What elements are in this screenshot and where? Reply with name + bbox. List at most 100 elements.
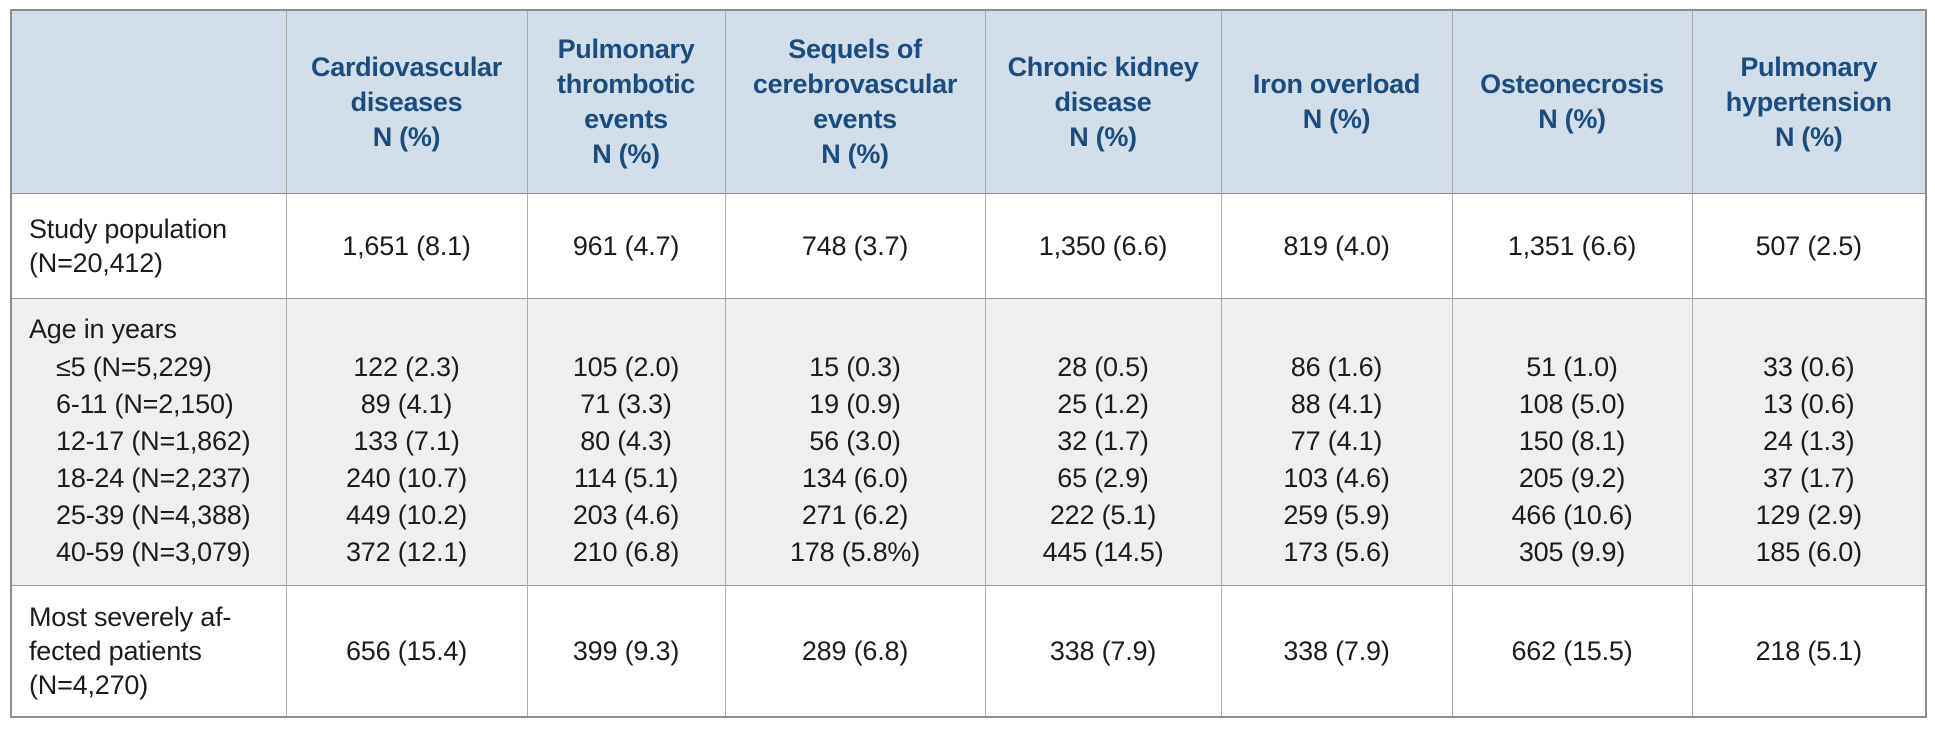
row-label-most-severely-affected: Most severely af- fected patients (N=4,2… [10,585,287,717]
age-row-25-39: 25-39 (N=4,388) 449 (10.2) 203 (4.6) 271… [10,497,1927,534]
value-cell: 240 (10.7) [285,460,528,497]
value-cell: 178 (5.8%) [724,534,986,571]
value-cell: 33 (0.6) [1691,349,1927,386]
study-population-section: Study population (N=20,412) 1,651 (8.1) … [10,193,1927,299]
value-cell: 466 (10.6) [1451,497,1693,534]
most-severely-affected-section: Most severely af- fected patients (N=4,2… [10,585,1927,717]
value-cell: 80 (4.3) [526,423,726,460]
value-cell: 289 (6.8) [724,585,986,717]
value-cell: 449 (10.2) [285,497,528,534]
empty-cell [724,571,986,586]
value-cell: 819 (4.0) [1220,193,1453,299]
value-cell: 89 (4.1) [285,386,528,423]
header-cell-sequels-of-cerebrovascular-events: Sequels of cerebrovascular events N (%) [724,10,986,194]
value-cell: 114 (5.1) [526,460,726,497]
value-cell: 150 (8.1) [1451,423,1693,460]
empty-cell [526,298,726,349]
value-cell: 37 (1.7) [1691,460,1927,497]
value-cell: 32 (1.7) [984,423,1222,460]
value-cell: 15 (0.3) [724,349,986,386]
age-row-12-17: 12-17 (N=1,862) 133 (7.1) 80 (4.3) 56 (3… [10,423,1927,460]
value-cell: 662 (15.5) [1451,585,1693,717]
value-cell: 961 (4.7) [526,193,726,299]
empty-cell [285,571,528,586]
age-row-18-24: 18-24 (N=2,237) 240 (10.7) 114 (5.1) 134… [10,460,1927,497]
value-cell: 399 (9.3) [526,585,726,717]
row-label-age-in-years: Age in years [10,298,287,349]
empty-cell [526,571,726,586]
age-row-40-59: 40-59 (N=3,079) 372 (12.1) 210 (6.8) 178… [10,534,1927,571]
value-cell: 28 (0.5) [984,349,1222,386]
row-label-age-12-17: 12-17 (N=1,862) [10,423,287,460]
value-cell: 108 (5.0) [1451,386,1693,423]
value-cell: 271 (6.2) [724,497,986,534]
value-cell: 305 (9.9) [1451,534,1693,571]
empty-cell [1691,571,1927,586]
value-cell: 259 (5.9) [1220,497,1453,534]
value-cell: 222 (5.1) [984,497,1222,534]
table-header: Cardiovascular diseases N (%) Pulmonary … [10,10,1927,194]
header-cell-iron-overload: Iron overload N (%) [1220,10,1453,194]
value-cell: 19 (0.9) [724,386,986,423]
age-in-years-section: Age in years ≤5 (N=5,229) 122 (2.3) 105 … [10,298,1927,586]
header-cell-pulmonary-hypertension: Pulmonary hypertension N (%) [1691,10,1927,194]
value-cell: 1,350 (6.6) [984,193,1222,299]
age-row-6-11: 6-11 (N=2,150) 89 (4.1) 71 (3.3) 19 (0.9… [10,386,1927,423]
value-cell: 13 (0.6) [1691,386,1927,423]
value-cell: 205 (9.2) [1451,460,1693,497]
header-cell-empty [10,10,287,194]
comorbidity-prevalence-table: Cardiovascular diseases N (%) Pulmonary … [10,9,1927,718]
value-cell: 748 (3.7) [724,193,986,299]
empty-cell [285,298,528,349]
value-cell: 218 (5.1) [1691,585,1927,717]
value-cell: 338 (7.9) [984,585,1222,717]
age-section-heading-row: Age in years [10,298,1927,349]
study-population-row: Study population (N=20,412) 1,651 (8.1) … [10,193,1927,299]
value-cell: 656 (15.4) [285,585,528,717]
most-severely-affected-row: Most severely af- fected patients (N=4,2… [10,585,1927,717]
row-label-age-le5: ≤5 (N=5,229) [10,349,287,386]
row-label-age-40-59: 40-59 (N=3,079) [10,534,287,571]
header-cell-pulmonary-thrombotic-events: Pulmonary thrombotic events N (%) [526,10,726,194]
value-cell: 51 (1.0) [1451,349,1693,386]
value-cell: 86 (1.6) [1220,349,1453,386]
value-cell: 1,351 (6.6) [1451,193,1693,299]
empty-cell [984,298,1222,349]
row-label-age-18-24: 18-24 (N=2,237) [10,460,287,497]
value-cell: 338 (7.9) [1220,585,1453,717]
value-cell: 507 (2.5) [1691,193,1927,299]
row-label-study-population: Study population (N=20,412) [10,193,287,299]
value-cell: 445 (14.5) [984,534,1222,571]
value-cell: 25 (1.2) [984,386,1222,423]
value-cell: 129 (2.9) [1691,497,1927,534]
value-cell: 1,651 (8.1) [285,193,528,299]
value-cell: 173 (5.6) [1220,534,1453,571]
empty-cell [1691,298,1927,349]
header-row: Cardiovascular diseases N (%) Pulmonary … [10,10,1927,194]
age-row-le5: ≤5 (N=5,229) 122 (2.3) 105 (2.0) 15 (0.3… [10,349,1927,386]
header-cell-chronic-kidney-disease: Chronic kidney disease N (%) [984,10,1222,194]
header-cell-osteonecrosis: Osteonecrosis N (%) [1451,10,1693,194]
header-cell-cardiovascular-diseases: Cardiovascular diseases N (%) [285,10,528,194]
row-label-age-25-39: 25-39 (N=4,388) [10,497,287,534]
empty-cell [984,571,1222,586]
empty-cell [1220,571,1453,586]
empty-cell [1220,298,1453,349]
empty-cell [724,298,986,349]
empty-cell [1451,571,1693,586]
value-cell: 133 (7.1) [285,423,528,460]
value-cell: 122 (2.3) [285,349,528,386]
empty-cell [10,571,287,586]
value-cell: 77 (4.1) [1220,423,1453,460]
age-section-spacer-row [10,571,1927,586]
value-cell: 88 (4.1) [1220,386,1453,423]
value-cell: 210 (6.8) [526,534,726,571]
empty-cell [1451,298,1693,349]
value-cell: 372 (12.1) [285,534,528,571]
value-cell: 134 (6.0) [724,460,986,497]
value-cell: 65 (2.9) [984,460,1222,497]
value-cell: 203 (4.6) [526,497,726,534]
value-cell: 56 (3.0) [724,423,986,460]
value-cell: 24 (1.3) [1691,423,1927,460]
